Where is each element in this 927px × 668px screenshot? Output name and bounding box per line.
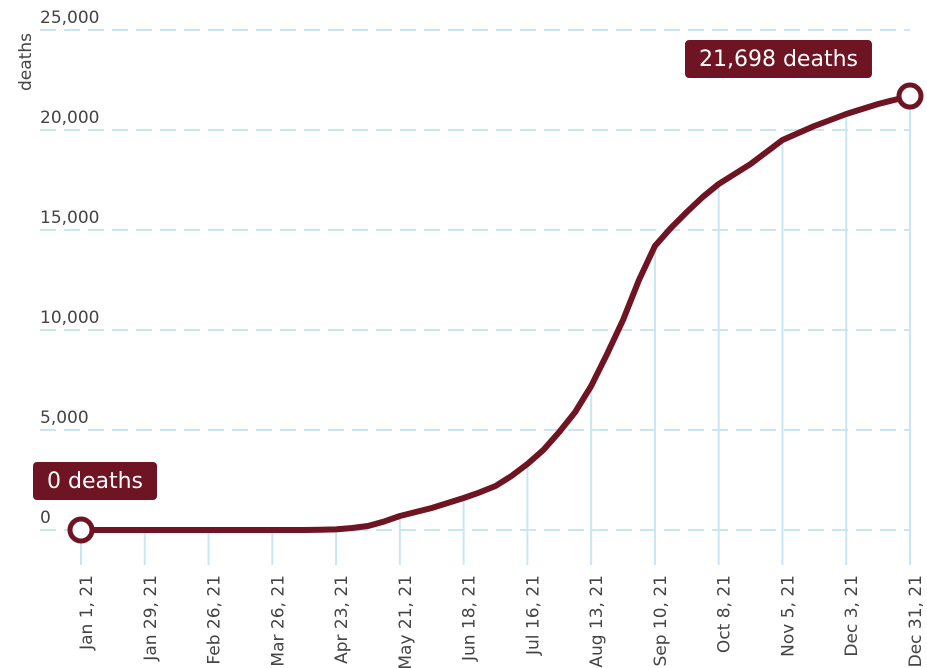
- x-tick-label: Jan 1, 21: [77, 575, 97, 651]
- y-tick-label: 25,000: [40, 8, 99, 28]
- x-tick-label: Mar 26, 21: [268, 575, 288, 667]
- end-marker: [896, 82, 924, 110]
- y-tick-label: 20,000: [40, 108, 99, 128]
- x-tick-label: Dec 31, 21: [906, 575, 926, 667]
- x-tick-label: May 21, 21: [396, 575, 416, 668]
- annotation-box: [685, 40, 872, 79]
- y-tick-label: 0: [40, 508, 51, 528]
- y-tick-label: 5,000: [40, 408, 89, 428]
- x-tick-label: Jun 18, 21: [460, 575, 480, 662]
- y-axis-label: deaths: [16, 33, 36, 91]
- end-marker: [67, 516, 95, 544]
- annotation: 21,698 deaths: [685, 40, 872, 79]
- annotation: 0 deaths: [33, 462, 158, 500]
- x-tick-label: Oct 8, 21: [715, 575, 735, 653]
- x-tick-label: Nov 5, 21: [778, 575, 798, 657]
- x-tick-label: Jan 29, 21: [141, 575, 161, 662]
- data-line: [78, 93, 913, 533]
- x-tick-label: Aug 13, 21: [587, 575, 607, 668]
- annotation-text: 21,698 deaths: [699, 47, 858, 72]
- x-tick-label: Dec 3, 21: [842, 575, 862, 657]
- y-tick-label: 15,000: [40, 208, 99, 228]
- annotation-box: [33, 462, 158, 500]
- x-tick-label: Jul 16, 21: [523, 575, 543, 656]
- x-tick-label: Sep 10, 21: [651, 575, 671, 667]
- annotation-text: 0 deaths: [47, 469, 143, 494]
- x-tick-label: Feb 26, 21: [205, 575, 225, 665]
- x-tick-label: Apr 23, 21: [332, 575, 352, 664]
- y-tick-label: 10,000: [40, 308, 99, 328]
